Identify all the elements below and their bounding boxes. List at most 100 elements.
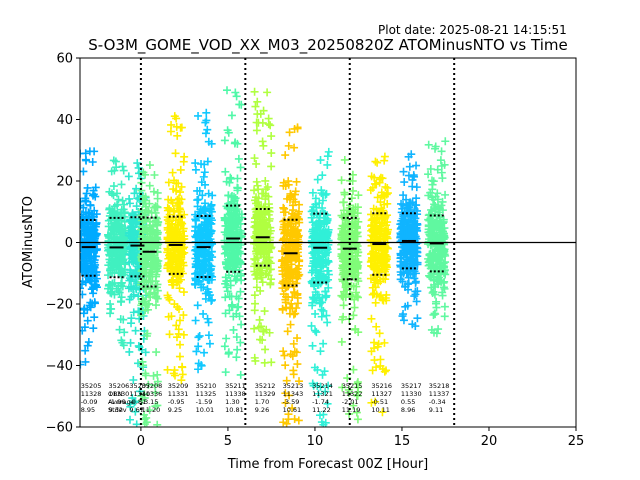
data-point <box>289 195 298 204</box>
data-point <box>92 271 101 280</box>
data-point <box>262 234 271 243</box>
data-point <box>267 162 276 171</box>
data-point <box>167 312 176 321</box>
stat-value: 35214 <box>312 382 333 390</box>
data-point <box>234 220 243 229</box>
data-point <box>250 291 259 300</box>
data-point <box>145 406 154 415</box>
data-point <box>88 158 97 167</box>
data-point <box>412 161 421 170</box>
data-point <box>115 268 124 277</box>
data-point <box>142 332 151 341</box>
data-point <box>144 278 153 287</box>
data-point <box>90 313 99 322</box>
stat-value: 8.95 <box>81 406 95 414</box>
data-point <box>237 213 246 222</box>
stat-value: 35213 <box>283 382 304 390</box>
data-point <box>252 159 261 168</box>
data-point <box>261 195 270 204</box>
data-point <box>80 220 86 229</box>
stat-value: 11331 <box>168 390 189 398</box>
stat-value: 11321 <box>312 390 333 398</box>
data-point <box>287 214 296 223</box>
data-point <box>90 206 99 215</box>
data-point <box>191 246 200 255</box>
data-point <box>253 97 262 106</box>
data-point <box>280 351 289 360</box>
data-point <box>143 305 152 314</box>
data-point <box>115 325 124 334</box>
data-point <box>83 183 92 192</box>
data-point <box>441 137 450 146</box>
data-point <box>207 262 216 271</box>
stat-value: -0.51 <box>371 398 388 406</box>
data-point <box>250 87 259 96</box>
data-point <box>287 299 296 308</box>
data-point <box>117 336 126 345</box>
data-point <box>376 173 385 182</box>
y-tick-label: −60 <box>46 421 73 436</box>
data-point <box>168 168 177 177</box>
data-point <box>261 176 270 185</box>
stat-value: 35215 <box>342 382 363 390</box>
data-point <box>118 196 127 205</box>
data-point <box>265 216 274 225</box>
data-point <box>119 166 128 175</box>
data-point <box>172 186 181 195</box>
data-point <box>232 309 241 318</box>
stat-value: 35217 <box>401 382 422 390</box>
data-point <box>258 278 267 287</box>
data-point <box>145 161 154 170</box>
data-point <box>339 301 348 310</box>
data-point <box>192 347 201 356</box>
data-point <box>132 202 141 211</box>
data-point <box>194 342 203 351</box>
data-point <box>141 369 150 378</box>
stat-value: 11337 <box>429 390 450 398</box>
data-point <box>191 159 200 168</box>
data-point <box>204 331 213 340</box>
data-point <box>88 210 97 219</box>
data-point <box>106 288 115 297</box>
data-point <box>92 229 101 238</box>
data-point <box>165 330 174 339</box>
data-point <box>223 287 232 296</box>
data-point <box>125 399 134 408</box>
data-point <box>227 111 236 120</box>
data-point <box>153 218 162 227</box>
data-point <box>288 304 297 313</box>
data-point <box>295 270 304 279</box>
data-point <box>134 292 143 301</box>
data-point <box>289 366 298 375</box>
data-point <box>153 202 162 211</box>
y-tick-label: −40 <box>46 359 73 374</box>
data-point <box>176 123 185 132</box>
data-point <box>109 191 118 200</box>
data-point <box>142 284 151 293</box>
data-point <box>231 276 240 285</box>
data-point <box>91 281 100 290</box>
data-point <box>294 207 303 216</box>
data-point <box>291 187 300 196</box>
data-point <box>282 282 291 291</box>
data-point <box>200 348 209 357</box>
data-point <box>316 347 325 356</box>
data-point <box>174 329 183 338</box>
data-point <box>200 199 209 208</box>
data-point <box>153 420 162 427</box>
stat-value: 35206 <box>109 382 130 390</box>
data-point <box>111 230 120 239</box>
data-point <box>149 371 158 380</box>
data-point <box>285 309 294 318</box>
data-point <box>193 196 202 205</box>
data-point <box>197 159 206 168</box>
data-point <box>150 171 159 180</box>
data-point <box>201 294 210 303</box>
data-point <box>440 302 449 311</box>
data-point <box>149 187 158 196</box>
data-point <box>256 215 265 224</box>
data-point <box>137 178 146 187</box>
data-point <box>237 320 246 329</box>
data-point <box>151 301 160 310</box>
data-point <box>231 206 240 215</box>
